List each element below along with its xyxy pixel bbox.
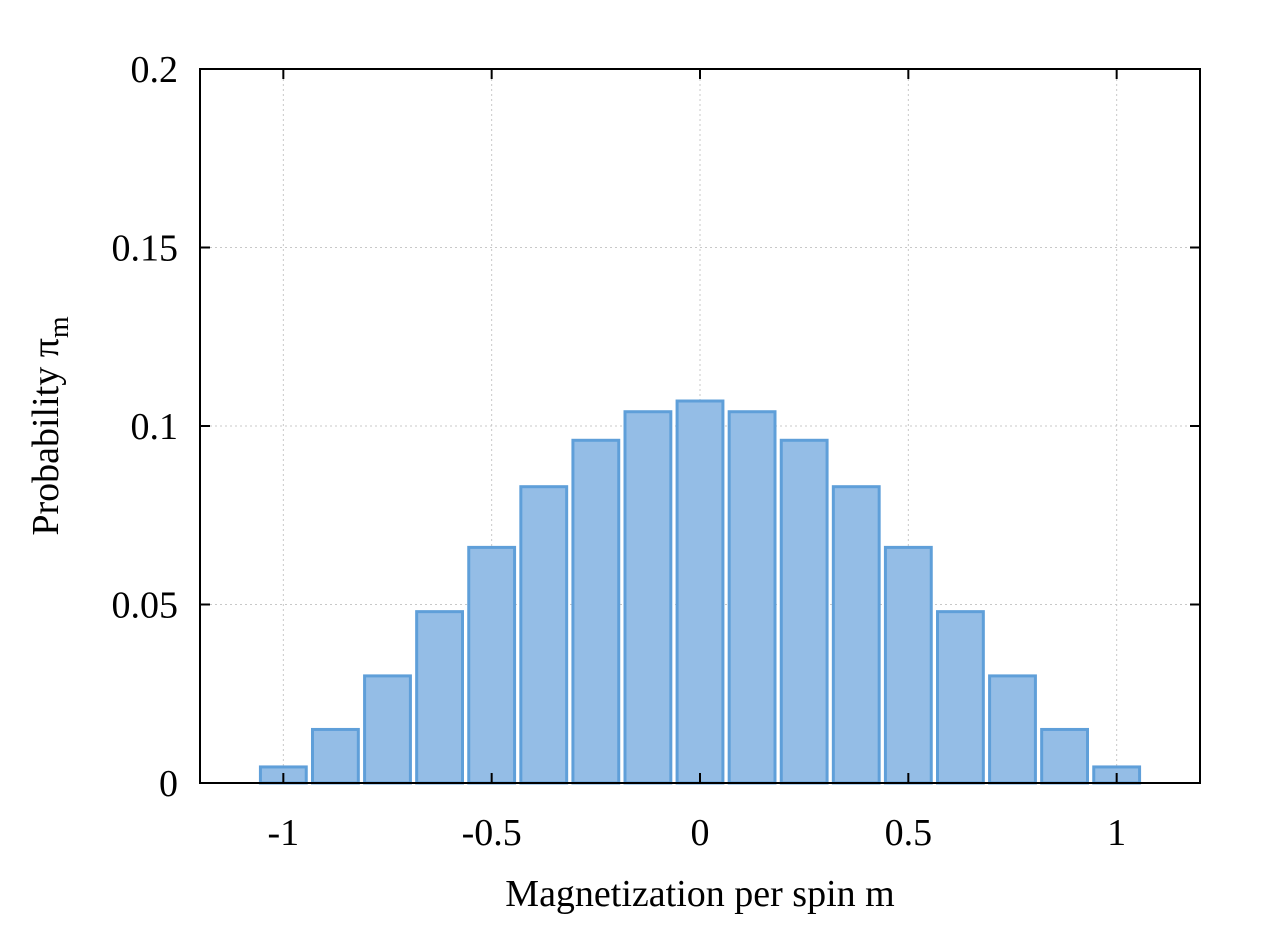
x-tick-labels: -1 -0.5 0 0.5 1 — [268, 812, 1127, 854]
bar — [727, 410, 777, 785]
bar — [779, 438, 829, 785]
x-tick-label: -1 — [268, 812, 300, 854]
bar — [571, 438, 621, 785]
y-tick-label: 0.05 — [112, 585, 179, 627]
bar — [363, 674, 412, 785]
y-tick-label: 0.1 — [131, 406, 179, 448]
y-axis-label-main: Probability π — [25, 338, 67, 536]
y-tick-label: 0 — [159, 763, 178, 805]
bar — [675, 399, 725, 785]
x-axis-label: Magnetization per spin m — [505, 873, 894, 915]
bar — [415, 610, 464, 785]
y-tick-label: 0.2 — [131, 49, 179, 91]
y-tick-label: 0.15 — [112, 228, 179, 270]
ticks — [200, 68, 1200, 784]
x-tick-label: -0.5 — [462, 812, 522, 854]
x-tick-label: 1 — [1107, 812, 1126, 854]
y-axis-label-subscript: m — [44, 316, 75, 338]
bars — [258, 399, 1142, 785]
bar — [519, 485, 569, 785]
x-tick-label: 0 — [691, 812, 710, 854]
y-axis-label: Probability πm — [25, 316, 75, 536]
bar — [1040, 727, 1089, 785]
x-tick-label: 0.5 — [885, 812, 933, 854]
bar — [936, 610, 985, 785]
bar — [831, 485, 881, 785]
bar — [988, 674, 1037, 785]
bar — [467, 545, 517, 785]
y-tick-labels: 0 0.05 0.1 0.15 0.2 — [112, 49, 179, 805]
bar — [623, 410, 673, 785]
bar — [311, 727, 360, 785]
bar — [883, 545, 933, 785]
